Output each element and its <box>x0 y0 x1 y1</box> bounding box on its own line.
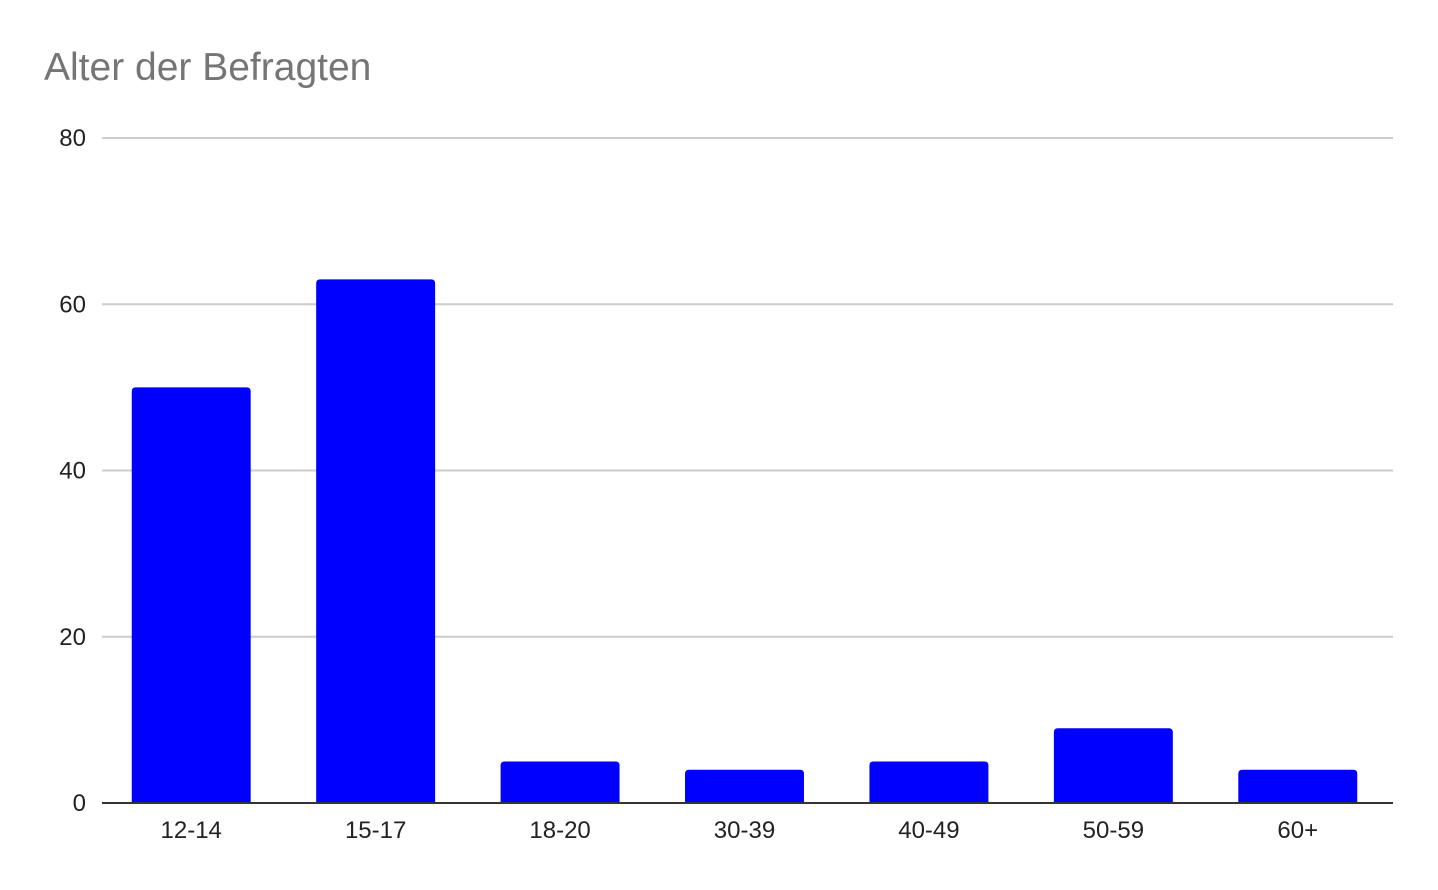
x-tick-label: 50-59 <box>1083 817 1144 844</box>
y-tick-label: 80 <box>59 125 86 152</box>
bar <box>1238 769 1358 803</box>
bar <box>685 769 804 803</box>
x-tick-label: 18-20 <box>529 817 590 844</box>
x-tick-label: 12-14 <box>161 817 222 844</box>
bar <box>316 279 436 803</box>
x-tick-label: 60+ <box>1277 817 1318 844</box>
chart-title: Alter der Befragten <box>44 46 372 89</box>
bar <box>500 761 620 803</box>
bar <box>869 761 989 803</box>
y-tick-label: 40 <box>59 458 86 485</box>
x-tick-label: 15-17 <box>345 817 406 844</box>
y-tick-label: 0 <box>73 790 86 817</box>
y-tick-label: 60 <box>59 291 86 318</box>
bar <box>131 387 251 803</box>
x-tick-label: 30-39 <box>714 817 775 844</box>
y-tick-label: 20 <box>59 624 86 651</box>
x-tick-label: 40-49 <box>898 817 959 844</box>
bar <box>1053 728 1173 803</box>
